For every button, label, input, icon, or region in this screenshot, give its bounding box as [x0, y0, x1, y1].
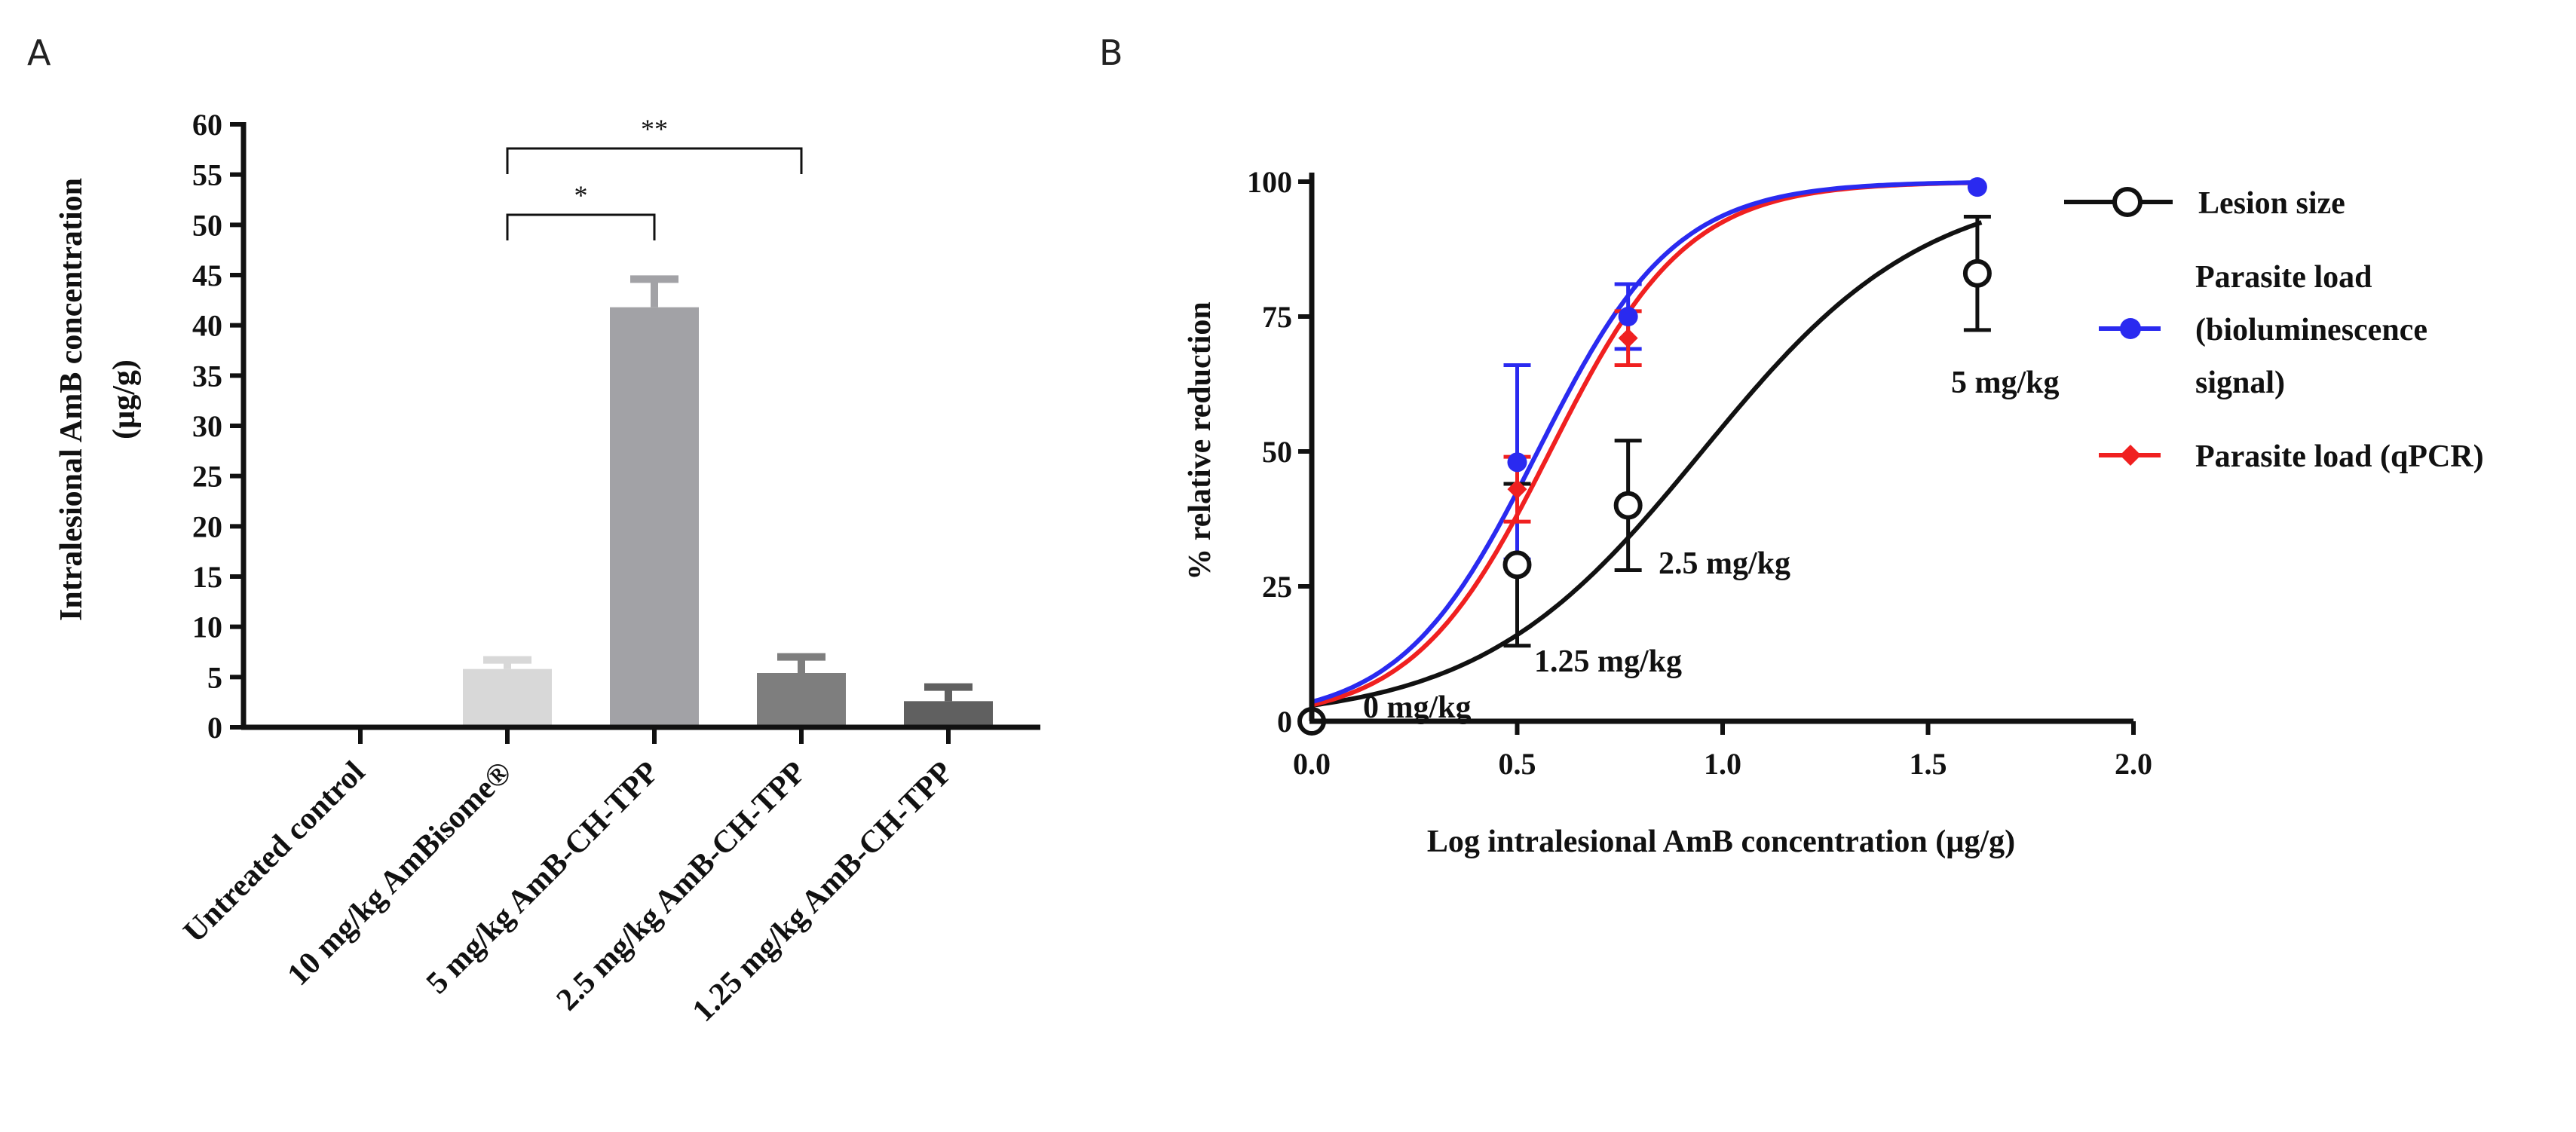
data-point [1507, 452, 1527, 473]
bar-y-tick-label: 15 [192, 560, 222, 594]
legend-qpcr-label: Parasite load (qPCR) [2195, 439, 2484, 474]
annotation-1-25mgkg: 1.25 mg/kg [1534, 644, 1682, 679]
line-x-tick-label: 1.0 [1704, 747, 1741, 781]
line-y-tick-label: 25 [1262, 570, 1292, 604]
bar [463, 668, 552, 727]
fit-curve [1311, 220, 1983, 708]
significance-label: * [574, 180, 588, 210]
bar-y-tick-label: 60 [192, 108, 222, 142]
legend-marker-bioluminescence [2120, 318, 2141, 339]
line-ylabel: % relative reduction [1183, 301, 1218, 580]
bar-y-axis-title: Intralesional AmB concentration (µg/g) [54, 178, 142, 621]
bar [610, 307, 699, 728]
data-point [1502, 550, 1532, 580]
legend-item-bioluminescence: Parasite load (bioluminescence signal) [2099, 260, 2427, 400]
annotation-0mgkg: 0 mg/kg [1363, 690, 1472, 725]
legend-bio-label-1: Parasite load [2195, 260, 2372, 295]
fit-curves [1311, 180, 1983, 708]
significance-bracket [506, 213, 656, 240]
line-ticks: 0 25 50 75 100 0.0 0.5 1.0 1.5 2.0 [1247, 165, 2152, 781]
fit-curve [1311, 180, 1982, 705]
bar-chart: Intralesional AmB concentration (µg/g) 0… [54, 108, 1040, 1029]
bar-category-label: 2.5 mg/kg AmB-CH-TPP [550, 755, 813, 1017]
bar-category-label: 1.25 mg/kg AmB-CH-TPP [686, 755, 960, 1029]
fit-curve [1311, 180, 1982, 708]
data-point [1507, 479, 1527, 500]
legend-item-lesion-size: Lesion size [2064, 186, 2345, 221]
bar-y-tick-label: 5 [207, 660, 222, 694]
line-x-tick-label: 0.5 [1499, 747, 1536, 781]
bar-ylabel-line2: (µg/g) [107, 359, 142, 439]
data-point [1967, 177, 1987, 197]
panel-b-letter: B [1099, 32, 1123, 73]
bar [757, 673, 846, 727]
bar-y-tick-label: 50 [192, 208, 222, 242]
significance-brackets: *** [506, 114, 803, 240]
bar-y-tick-label: 20 [192, 509, 222, 543]
line-x-tick-label: 0.0 [1293, 747, 1331, 781]
annotation-2-5mgkg: 2.5 mg/kg [1659, 546, 1790, 581]
line-y-tick-label: 100 [1247, 165, 1292, 199]
line-y-tick-label: 0 [1277, 705, 1292, 739]
line-x-tick-label: 1.5 [1910, 747, 1947, 781]
legend: Lesion size Parasite load (bioluminescen… [2064, 186, 2484, 474]
annotation-5mgkg: 5 mg/kg [1951, 366, 2060, 400]
data-markers [1297, 177, 1992, 736]
line-xlabel: Log intralesional AmB concentration (µg/… [1427, 825, 2015, 859]
bar-axes [240, 122, 1040, 744]
line-x-tick-label: 2.0 [2115, 747, 2152, 781]
bar-y-tick-label: 35 [192, 359, 222, 393]
data-point [1618, 328, 1638, 348]
legend-bio-label-2: (bioluminescence [2195, 313, 2427, 347]
error-bars [1503, 215, 1991, 648]
dose-response-chart: % relative reduction Log intralesional A… [1183, 165, 2484, 859]
bar-y-tick-label: 55 [192, 158, 222, 192]
legend-lesion-label: Lesion size [2198, 186, 2345, 221]
legend-marker-qpcr [2120, 445, 2141, 466]
bar-y-tick-label: 40 [192, 309, 222, 343]
bar-ylabel-line1: Intralesional AmB concentration [54, 178, 89, 621]
significance-bracket [506, 147, 803, 174]
line-axes [1309, 173, 2133, 724]
legend-marker-lesion [2112, 187, 2143, 217]
bar-y-tick-label: 30 [192, 409, 222, 443]
bars [463, 275, 993, 728]
bar-y-ticks: 0 5 10 15 20 25 30 35 40 45 50 55 60 [192, 108, 244, 745]
data-point [1618, 307, 1638, 326]
bar-y-tick-label: 45 [192, 259, 222, 292]
bar-y-tick-label: 10 [192, 610, 222, 644]
legend-item-qpcr: Parasite load (qPCR) [2099, 439, 2484, 474]
significance-label: ** [641, 114, 668, 144]
panel-a-letter: A [27, 32, 51, 73]
data-point [1962, 259, 1992, 288]
bar-y-tick-label: 25 [192, 460, 222, 494]
bar [904, 701, 993, 727]
data-point [1613, 491, 1643, 520]
bar-y-tick-label: 0 [207, 711, 222, 745]
line-y-tick-label: 50 [1262, 435, 1292, 469]
line-y-tick-label: 75 [1262, 300, 1292, 334]
legend-bio-label-3: signal) [2195, 366, 2285, 400]
